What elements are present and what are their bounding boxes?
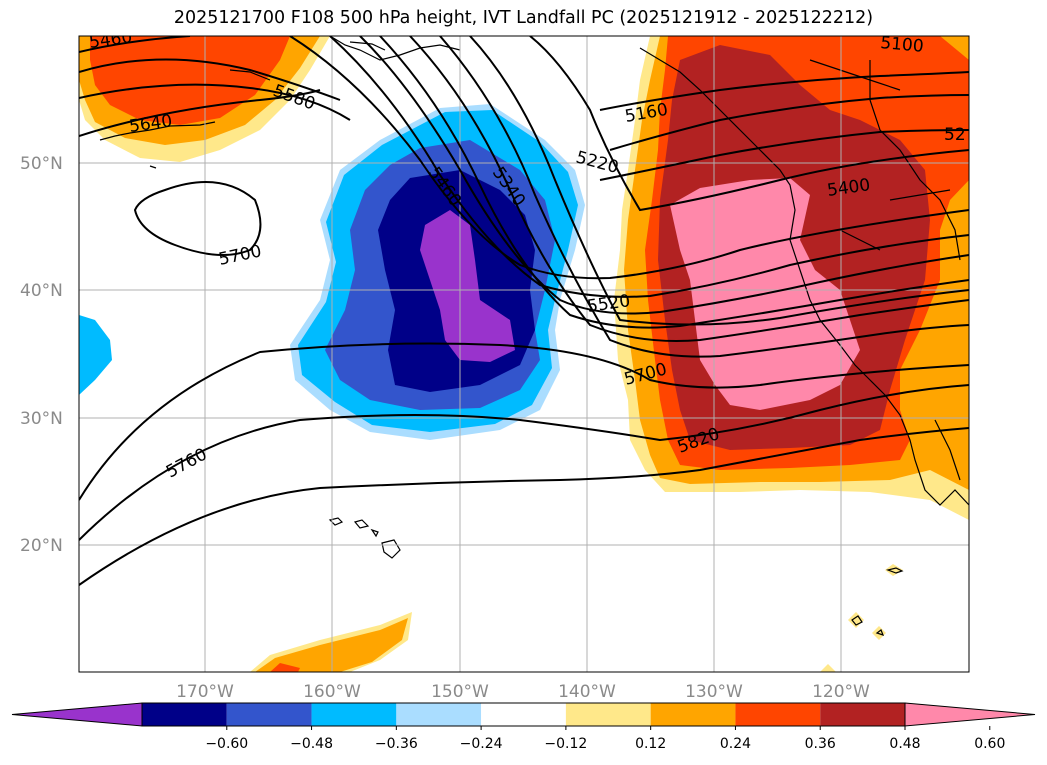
coastlines [99,36,969,636]
colorbar-tick-label: 0.48 [889,736,920,752]
longitude-labels: 170°W 160°W 150°W 140°W 130°W 120°W [176,682,870,702]
lon-label: 140°W [558,682,616,702]
lon-label: 130°W [685,682,743,702]
colorbar-cell [142,703,227,726]
colorbar-cell [311,703,397,726]
positive-anomaly-region [614,36,969,520]
lon-label: 160°W [303,682,361,702]
lat-label: 20°N [20,536,63,556]
lon-label: 170°W [176,682,234,702]
lat-label: 50°N [20,154,63,174]
colorbar: −0.60 −0.48 −0.36 −0.24 −0.12 0.12 0.24 0.36 0.4… [11,702,1036,752]
lat-label: 30°N [20,409,63,429]
colorbar-extend-min [11,702,143,727]
colorbar-cell [396,703,482,726]
colorbar-tick-label: 0.60 [974,736,1005,752]
lon-label: 120°W [812,682,870,702]
colorbar-tick-label: 0.12 [635,736,666,752]
colorbar-cell [735,703,821,726]
colorbar-tick-label: −0.24 [460,736,503,752]
latitude-labels: 50°N 40°N 30°N 20°N [20,154,63,556]
colorbar-tick-label: −0.48 [290,736,333,752]
colorbar-tick-label: 0.36 [805,736,836,752]
map-panel: 5460 5580 5640 5700 5460 5340 5220 5160 … [79,33,969,672]
colorbar-cell [650,703,736,726]
map-frame [78,35,970,673]
colorbar-cell [565,703,651,726]
colorbar-frame [141,702,906,727]
colorbar-cell [820,703,905,726]
contour-label: 5100 [880,33,925,57]
lon-label: 150°W [431,682,489,702]
colorbar-extend-max [904,702,1036,727]
colorbar-tick-label: −0.12 [544,736,587,752]
height-contours [79,36,969,586]
map-title: 2025121700 F108 500 hPa height, IVT Land… [173,8,874,28]
colorbar-tick-label: −0.60 [205,736,248,752]
grid-lines [79,36,969,672]
contour-label: 52 [944,125,966,145]
negative-anomaly-region [290,104,585,440]
lat-label: 40°N [20,281,63,301]
colorbar-cell [226,703,312,726]
colorbar-tick-label: −0.36 [375,736,418,752]
colorbar-cell [481,703,566,726]
colorbar-tick-label: 0.24 [720,736,751,752]
